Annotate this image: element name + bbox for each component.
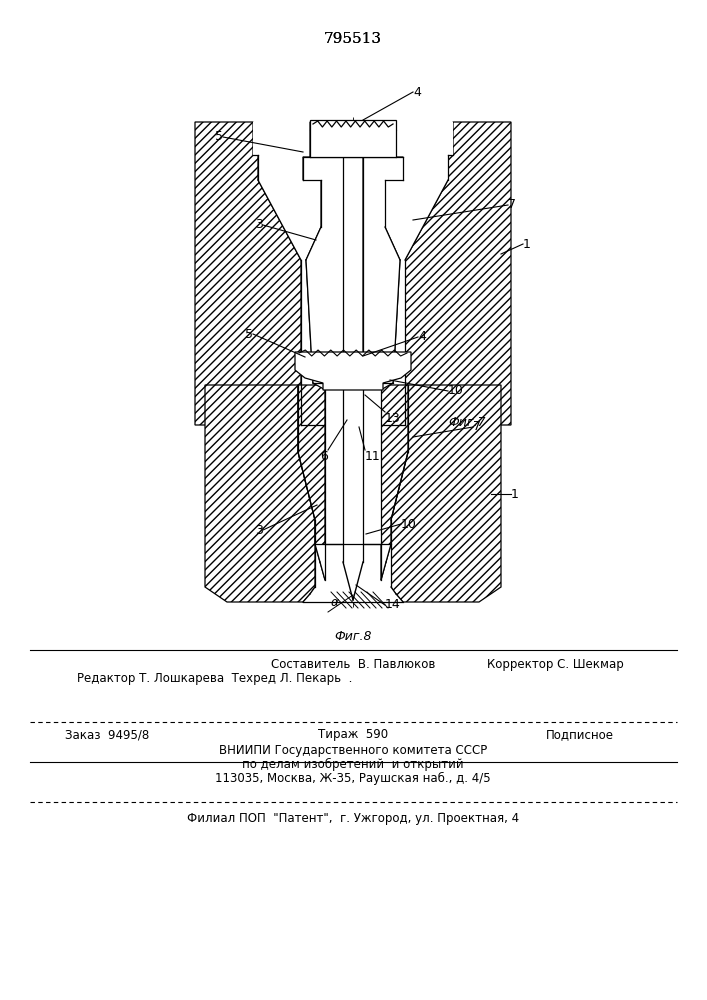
Polygon shape <box>315 385 391 580</box>
Text: 3: 3 <box>255 219 263 232</box>
Text: 3: 3 <box>255 524 263 536</box>
Polygon shape <box>310 120 396 157</box>
Text: 113035, Москва, Ж-35, Раушская наб., д. 4/5: 113035, Москва, Ж-35, Раушская наб., д. … <box>215 772 491 785</box>
Text: 7: 7 <box>473 420 481 434</box>
Text: 1: 1 <box>523 237 531 250</box>
Text: Корректор С. Шекмар: Корректор С. Шекмар <box>486 658 624 671</box>
Polygon shape <box>298 385 325 580</box>
Text: по делам изобретений  и открытий: по делам изобретений и открытий <box>243 758 464 771</box>
Text: 4: 4 <box>413 86 421 99</box>
Text: 10: 10 <box>401 518 417 530</box>
Polygon shape <box>303 122 403 400</box>
Text: 5: 5 <box>245 328 253 340</box>
Text: 795513: 795513 <box>324 32 382 46</box>
Text: 6: 6 <box>320 450 328 463</box>
Polygon shape <box>253 122 453 425</box>
Polygon shape <box>303 122 343 400</box>
Polygon shape <box>391 385 501 602</box>
Text: 11: 11 <box>365 450 381 463</box>
Text: 13: 13 <box>385 412 401 425</box>
Text: Филиал ПОП  "Патент",  г. Ужгород, ул. Проектная, 4: Филиал ПОП "Патент", г. Ужгород, ул. Про… <box>187 812 519 825</box>
Text: 7: 7 <box>508 198 516 212</box>
Text: 10: 10 <box>448 384 464 397</box>
Text: Подписное: Подписное <box>546 728 614 741</box>
Text: Редактор Т. Лошкарева  Техред Л. Пекарь  .: Редактор Т. Лошкарева Техред Л. Пекарь . <box>77 672 353 685</box>
Text: 795513: 795513 <box>324 32 382 46</box>
Polygon shape <box>363 122 403 400</box>
Text: Фиг.8: Фиг.8 <box>334 630 372 643</box>
Polygon shape <box>205 385 315 602</box>
Text: 5: 5 <box>215 130 223 143</box>
Polygon shape <box>195 122 301 425</box>
Polygon shape <box>295 352 411 390</box>
Text: ВНИИПИ Государственного комитета СССР: ВНИИПИ Государственного комитета СССР <box>219 744 487 757</box>
Text: Фиг.7: Фиг.7 <box>448 416 486 428</box>
Text: 1: 1 <box>511 488 519 500</box>
Text: Заказ  9495/8: Заказ 9495/8 <box>65 728 149 741</box>
Text: Составитель  В. Павлюков: Составитель В. Павлюков <box>271 658 436 671</box>
Text: 4: 4 <box>418 330 426 344</box>
Text: α: α <box>331 595 339 608</box>
Polygon shape <box>298 385 408 602</box>
Text: 14: 14 <box>385 598 401 611</box>
Text: Тираж  590: Тираж 590 <box>318 728 388 741</box>
Polygon shape <box>405 122 511 425</box>
Polygon shape <box>381 385 408 580</box>
